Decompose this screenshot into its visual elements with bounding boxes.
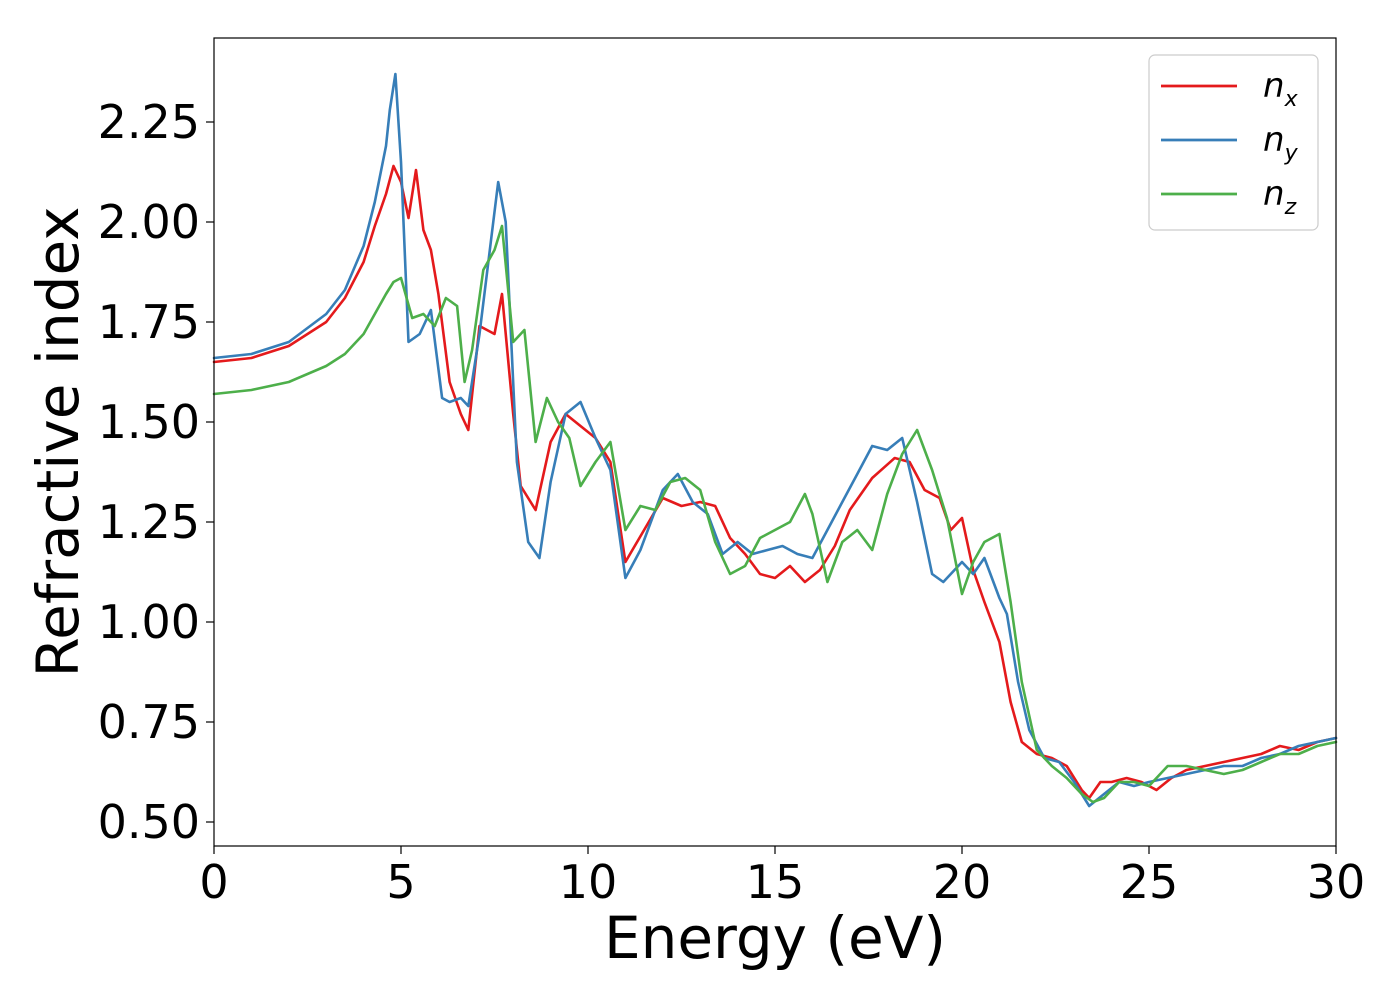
x-tick-label: 5 [386,855,415,909]
x-tick-label: 10 [559,855,618,909]
series-line-x [212,164,1338,800]
y-tick-label: 0.50 [98,795,200,849]
legend: nx ny nz [1148,54,1319,231]
y-tick-label: 1.25 [98,495,200,549]
series-line-z [212,224,1338,804]
y-tick-label: 1.50 [98,395,200,449]
x-tick-label: 15 [746,855,805,909]
legend-box [1148,54,1319,231]
series-layer [212,72,1338,808]
x-tick-label: 30 [1307,855,1366,909]
y-tick-label: 2.00 [98,195,200,249]
y-tick-label: 2.25 [98,95,200,149]
y-axis-title: Refractive index [24,206,92,677]
y-tick-label: 1.75 [98,295,200,349]
y-tick-label: 0.75 [98,695,200,749]
x-tick-label: 0 [199,855,228,909]
y-tick-label: 1.00 [98,595,200,649]
legend-label-z: nz [1263,174,1297,220]
x-axis: 0 5 10 15 20 25 30 [199,846,1365,909]
y-axis: 0.50 0.75 1.00 1.25 1.50 1.75 2.00 2.25 [98,95,214,849]
legend-label-y: ny [1263,120,1299,166]
x-tick-label: 20 [933,855,992,909]
legend-label-x: nx [1263,66,1299,112]
x-tick-label: 25 [1120,855,1179,909]
x-axis-title: Energy (eV) [604,904,946,972]
